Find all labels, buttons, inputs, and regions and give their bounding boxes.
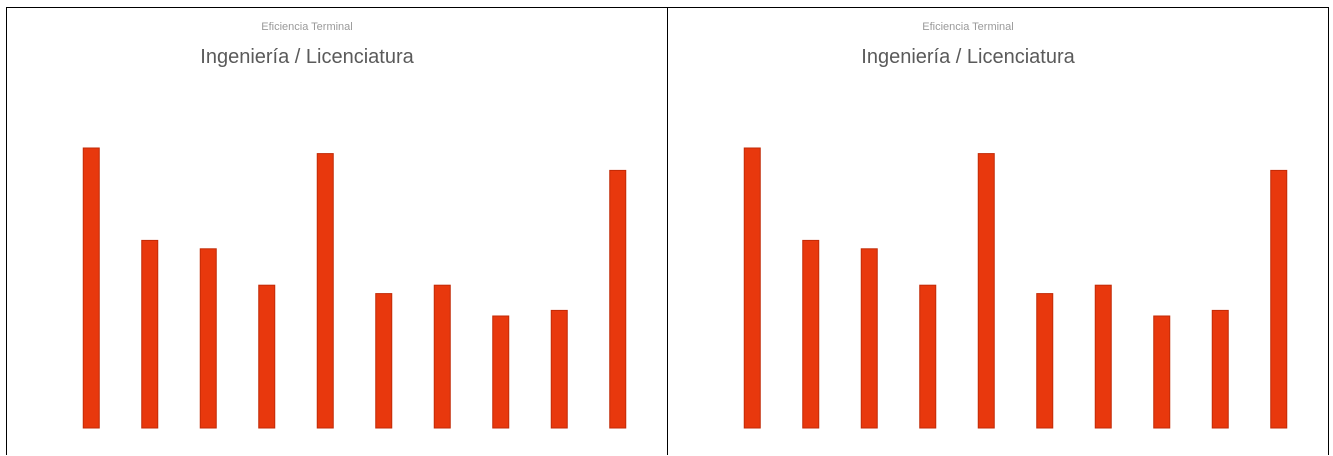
bar: [258, 284, 276, 429]
bar: [1094, 284, 1112, 429]
bar: [977, 153, 995, 429]
chart-subtitle: Eficiencia Terminal: [261, 21, 353, 33]
bar: [802, 239, 820, 429]
bar: [550, 309, 568, 429]
chart-subtitle: Eficiencia Terminal: [922, 21, 1014, 33]
chart-title: Ingeniería / Licenciatura: [200, 46, 414, 68]
bar-chart-right: Eficiencia Terminal Ingeniería / Licenci…: [743, 21, 1288, 429]
bar: [1270, 169, 1288, 429]
bar: [375, 293, 393, 429]
bar: [82, 147, 100, 429]
bar: [433, 284, 451, 429]
bar: [1153, 315, 1171, 429]
bar: [919, 284, 937, 429]
chart-panel-left: Eficiencia Terminal Ingeniería / Licenci…: [6, 7, 668, 455]
bar: [860, 248, 878, 429]
bar: [141, 239, 159, 429]
bar: [743, 147, 761, 429]
bar-chart-left: Eficiencia Terminal Ingeniería / Licenci…: [82, 21, 627, 429]
bar: [199, 248, 217, 429]
chart-title: Ingeniería / Licenciatura: [861, 46, 1075, 68]
chart-panel-right: Eficiencia Terminal Ingeniería / Licenci…: [668, 7, 1329, 455]
bar: [316, 153, 334, 429]
bar: [609, 169, 627, 429]
bar: [492, 315, 510, 429]
bar: [1036, 293, 1054, 429]
bar: [1211, 309, 1229, 429]
